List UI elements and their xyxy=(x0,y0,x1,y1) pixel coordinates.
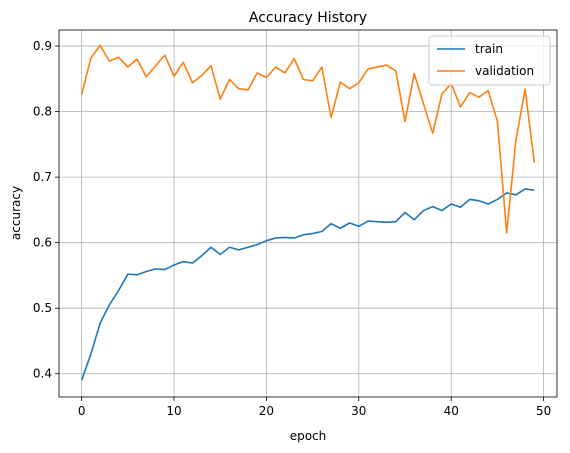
x-tick-label: 50 xyxy=(536,404,551,418)
grid xyxy=(59,30,557,397)
y-tick-label: 0.7 xyxy=(33,170,52,184)
series-line-train xyxy=(80,188,535,381)
series-line-validation xyxy=(80,44,536,234)
x-tick-label: 10 xyxy=(166,404,181,418)
plot-frame xyxy=(58,29,558,398)
y-tick-label: 0.5 xyxy=(33,301,52,315)
legend-label-train: train xyxy=(475,42,503,56)
ticks: 0 10 20 30 40 50 0.4 0.5 0.6 0.7 0.8 0.9 xyxy=(33,39,551,418)
legend: train validation xyxy=(428,35,551,86)
x-tick-label: 20 xyxy=(259,404,274,418)
y-tick-label: 0.9 xyxy=(33,39,52,53)
chart-title: Accuracy History xyxy=(249,10,367,26)
y-axis-title: accuracy xyxy=(9,186,23,240)
x-tick-label: 40 xyxy=(444,404,459,418)
y-tick-label: 0.8 xyxy=(33,105,52,119)
legend-label-validation: validation xyxy=(475,64,534,78)
x-tick-label: 0 xyxy=(78,404,86,418)
y-tick-label: 0.4 xyxy=(33,367,52,381)
series-group xyxy=(80,44,536,381)
x-tick-label: 30 xyxy=(351,404,366,418)
x-axis-title: epoch xyxy=(290,429,327,443)
y-tick-label: 0.6 xyxy=(33,236,52,250)
